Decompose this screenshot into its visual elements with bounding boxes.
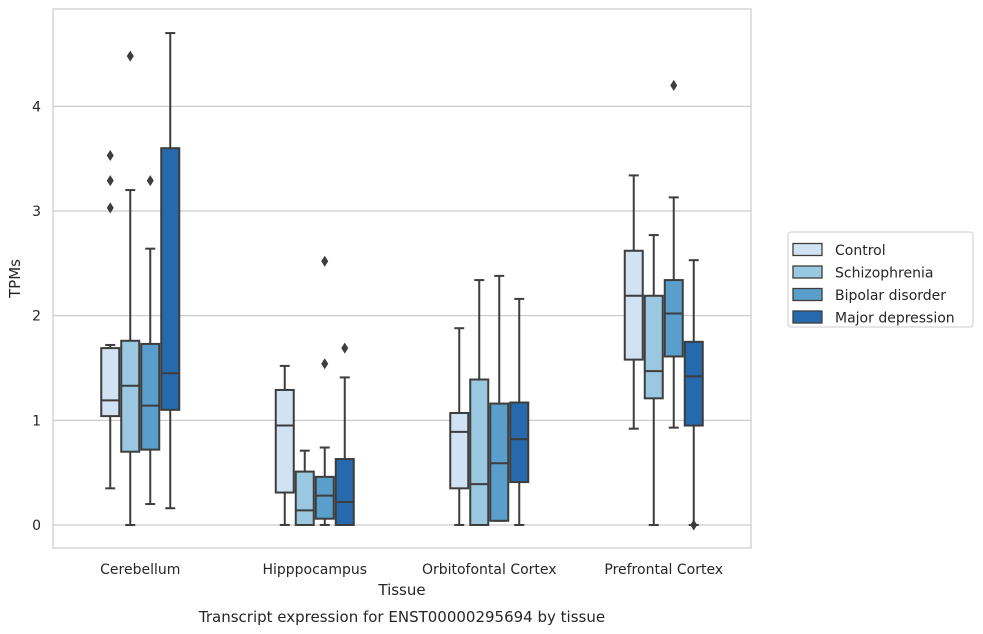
- box-iqr: [683, 340, 704, 427]
- box-iqr: [489, 402, 510, 522]
- y-axis-label: TPMs: [6, 259, 24, 299]
- legend-swatch: [792, 310, 823, 324]
- outlier-point: [321, 358, 329, 370]
- legend-entry-label: Major depression: [835, 311, 955, 327]
- x-tick-label: Orbitofontal Cortex: [422, 562, 557, 578]
- box-iqr: [663, 279, 684, 358]
- box-iqr: [449, 411, 470, 490]
- box-iqr: [469, 378, 490, 526]
- box-iqr: [140, 342, 161, 451]
- box-schizophrenia: [469, 279, 490, 526]
- chart-caption: Transcript expression for ENST0000029569…: [198, 608, 605, 626]
- box-iqr: [160, 147, 181, 411]
- x-axis-label: Tissue: [377, 581, 425, 599]
- box-iqr: [120, 339, 141, 453]
- outlier-point: [341, 342, 349, 354]
- legend-entry-label: Control: [835, 243, 886, 259]
- box-iqr: [274, 388, 295, 494]
- y-tick-label: 0: [32, 518, 41, 534]
- box-control: [449, 327, 470, 526]
- x-tick-label: Hipppocampus: [262, 562, 367, 578]
- legend-swatch: [792, 242, 823, 257]
- legend-frame: [787, 231, 974, 328]
- plot-area: [53, 9, 751, 548]
- box-iqr: [314, 475, 335, 520]
- box-control: [274, 364, 295, 526]
- box-major-depression: [334, 342, 355, 526]
- box-iqr: [334, 458, 355, 526]
- box-bipolar-disorder: [140, 175, 161, 506]
- legend-swatch: [792, 287, 823, 302]
- box-iqr: [623, 249, 644, 361]
- box-schizophrenia: [120, 50, 141, 526]
- x-tick-labels: Cerebellum Hipppocampus Orbitofontal Corte…: [100, 562, 723, 578]
- box-iqr: [509, 401, 530, 484]
- box-control: [100, 150, 121, 490]
- outlier-point: [321, 255, 329, 267]
- outlier-point: [106, 150, 114, 162]
- box-iqr: [643, 294, 664, 400]
- box-bipolar-disorder: [314, 255, 335, 526]
- box-iqr: [100, 347, 121, 418]
- x-tick-label: Prefrontal Cortex: [604, 562, 723, 578]
- outlier-point: [126, 50, 134, 62]
- box-control: [623, 174, 644, 430]
- box-major-depression: [160, 32, 181, 510]
- box-major-depression: [509, 297, 530, 526]
- outlier-point: [106, 175, 114, 187]
- y-tick-labels: 0 1 2 3 4: [32, 99, 41, 534]
- box-schizophrenia: [643, 234, 664, 526]
- box-bipolar-disorder: [663, 79, 684, 429]
- box-iqr: [294, 470, 315, 526]
- box-bipolar-disorder: [489, 274, 510, 522]
- legend-swatch: [792, 265, 823, 279]
- outlier-point: [690, 519, 698, 531]
- y-tick-label: 4: [32, 99, 41, 115]
- legend-entry-label: Bipolar disorder: [835, 288, 946, 304]
- outlier-point: [670, 79, 678, 91]
- legend: Control Schizophrenia Bipolar disorder Majo…: [787, 231, 974, 328]
- x-tick-label: Cerebellum: [100, 562, 180, 578]
- box-groups: [100, 32, 704, 531]
- legend-entry-label: Schizophrenia: [835, 266, 933, 282]
- y-tick-label: 3: [32, 204, 41, 220]
- box-major-depression: [683, 259, 704, 531]
- y-tick-label: 2: [32, 309, 41, 325]
- plot-frame: [52, 8, 752, 549]
- y-tick-label: 1: [32, 413, 41, 429]
- outlier-point: [106, 202, 114, 214]
- outlier-point: [146, 175, 154, 187]
- box-schizophrenia: [294, 449, 315, 526]
